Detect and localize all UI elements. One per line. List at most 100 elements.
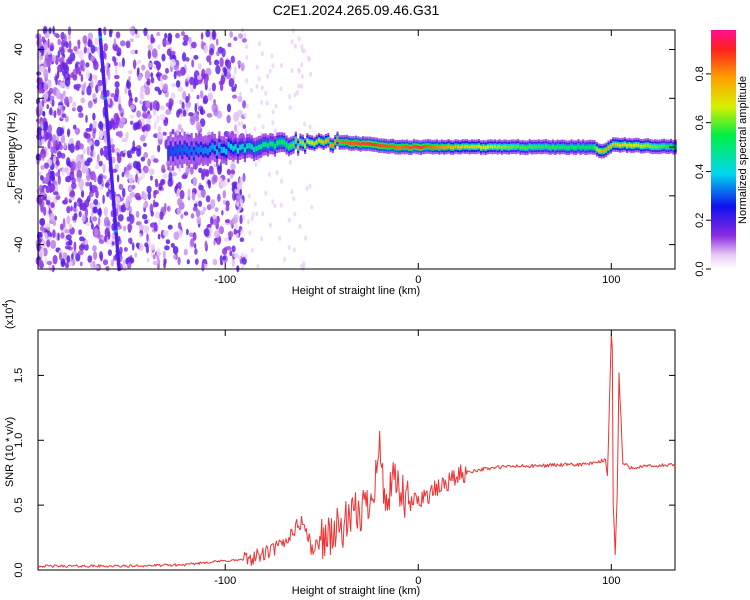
noise-blob	[63, 142, 67, 150]
noise-blob	[92, 216, 98, 222]
noise-blob	[36, 51, 42, 59]
ridge-cell	[355, 141, 358, 145]
noise-blob	[207, 92, 213, 101]
noise-blob	[165, 102, 170, 108]
noise-blob	[300, 263, 304, 269]
noise-blob	[60, 258, 66, 268]
ridge-cell	[292, 142, 295, 147]
ridge-cell	[607, 146, 610, 150]
noise-blob	[239, 176, 243, 186]
noise-blob	[290, 39, 294, 45]
noise-blob	[64, 245, 71, 250]
noise-blob	[154, 178, 158, 183]
ridge-cell	[287, 144, 290, 149]
noise-blob	[46, 260, 53, 266]
noise-blob	[231, 245, 236, 253]
noise-blob	[236, 201, 240, 207]
ridge-cell	[352, 141, 355, 145]
noise-blob	[146, 185, 152, 194]
ridge-cell	[341, 140, 344, 144]
noise-blob	[226, 168, 231, 175]
noise-blob	[54, 172, 60, 177]
noise-blob	[248, 230, 252, 236]
noise-blob	[253, 201, 257, 207]
ridge-cell	[665, 145, 668, 149]
noise-blob	[199, 118, 206, 127]
ridge-cell	[535, 145, 538, 149]
noise-blob	[129, 104, 135, 110]
noise-blob	[67, 48, 73, 53]
ridge-cell	[385, 144, 388, 148]
noise-blob	[297, 83, 301, 89]
noise-blob	[166, 205, 171, 212]
ridge-cell	[531, 145, 534, 149]
noise-blob	[140, 156, 146, 162]
noise-blob	[162, 131, 167, 136]
noise-blob	[107, 249, 112, 256]
noise-blob	[190, 213, 195, 219]
noise-blob	[150, 77, 155, 84]
noise-blob	[139, 100, 143, 105]
noise-blob	[67, 128, 70, 138]
ridge-cell	[264, 141, 267, 147]
noise-blob	[73, 216, 77, 221]
snr-y-multiplier-exponent: 4	[1, 303, 10, 308]
noise-blob	[222, 255, 227, 261]
noise-blob	[193, 82, 197, 90]
noise-blob	[130, 49, 136, 55]
noise-blob	[61, 167, 66, 176]
noise-blob	[139, 233, 142, 238]
colorbar-gradient	[711, 30, 736, 269]
noise-blob	[141, 170, 146, 179]
snr-x-ticks: -100 0 100	[214, 330, 620, 587]
noise-blob	[166, 48, 172, 56]
noise-blob	[80, 185, 83, 192]
noise-blob	[131, 184, 136, 190]
noise-blob	[170, 242, 175, 248]
noise-blob	[62, 90, 66, 97]
noise-blob	[140, 92, 145, 100]
colorbar-tick-label: 0.2	[694, 213, 706, 228]
ridge-cell	[642, 144, 645, 148]
noise-blob	[197, 188, 202, 199]
noise-blob	[111, 168, 118, 173]
ridge-cell	[433, 145, 436, 149]
noise-blob	[86, 85, 92, 96]
noise-blob	[156, 31, 161, 37]
noise-blob	[65, 234, 72, 241]
noise-blob	[215, 65, 221, 75]
ridge-cell	[443, 145, 446, 149]
ridge-cell	[466, 144, 469, 149]
noise-blob	[196, 122, 202, 132]
noise-blob	[90, 55, 96, 62]
spectrogram-y-ticks: -40 -20 0 20 40	[13, 43, 675, 253]
noise-blob	[176, 207, 182, 215]
ridge-cell	[480, 146, 483, 150]
noise-blob	[269, 222, 272, 228]
noise-blob	[72, 74, 78, 81]
noise-blob	[189, 76, 195, 86]
colorbar-tick-label: 0.8	[694, 66, 706, 81]
chart-title: C2E1.2024.265.09.46.G31	[273, 2, 440, 18]
ridge-cell	[317, 138, 321, 142]
noise-blob	[45, 185, 51, 194]
noise-blob	[309, 71, 313, 77]
noise-blob	[106, 191, 110, 198]
noise-blob	[60, 232, 65, 239]
noise-blob	[150, 175, 153, 181]
noise-blob	[106, 219, 111, 227]
noise-blob	[275, 170, 279, 176]
noise-blob	[305, 185, 309, 191]
noise-blob	[230, 163, 236, 170]
ridge-cell	[195, 144, 198, 152]
ridge-cell	[260, 144, 263, 150]
noise-blob	[60, 135, 66, 144]
noise-blob	[88, 140, 93, 146]
ridge-cell	[410, 146, 413, 150]
noise-blob	[116, 221, 120, 228]
noise-blob	[82, 148, 86, 155]
noise-blob	[245, 55, 249, 60]
noise-blob	[159, 113, 166, 122]
noise-blob	[93, 199, 99, 206]
ridge-cell	[313, 142, 316, 146]
